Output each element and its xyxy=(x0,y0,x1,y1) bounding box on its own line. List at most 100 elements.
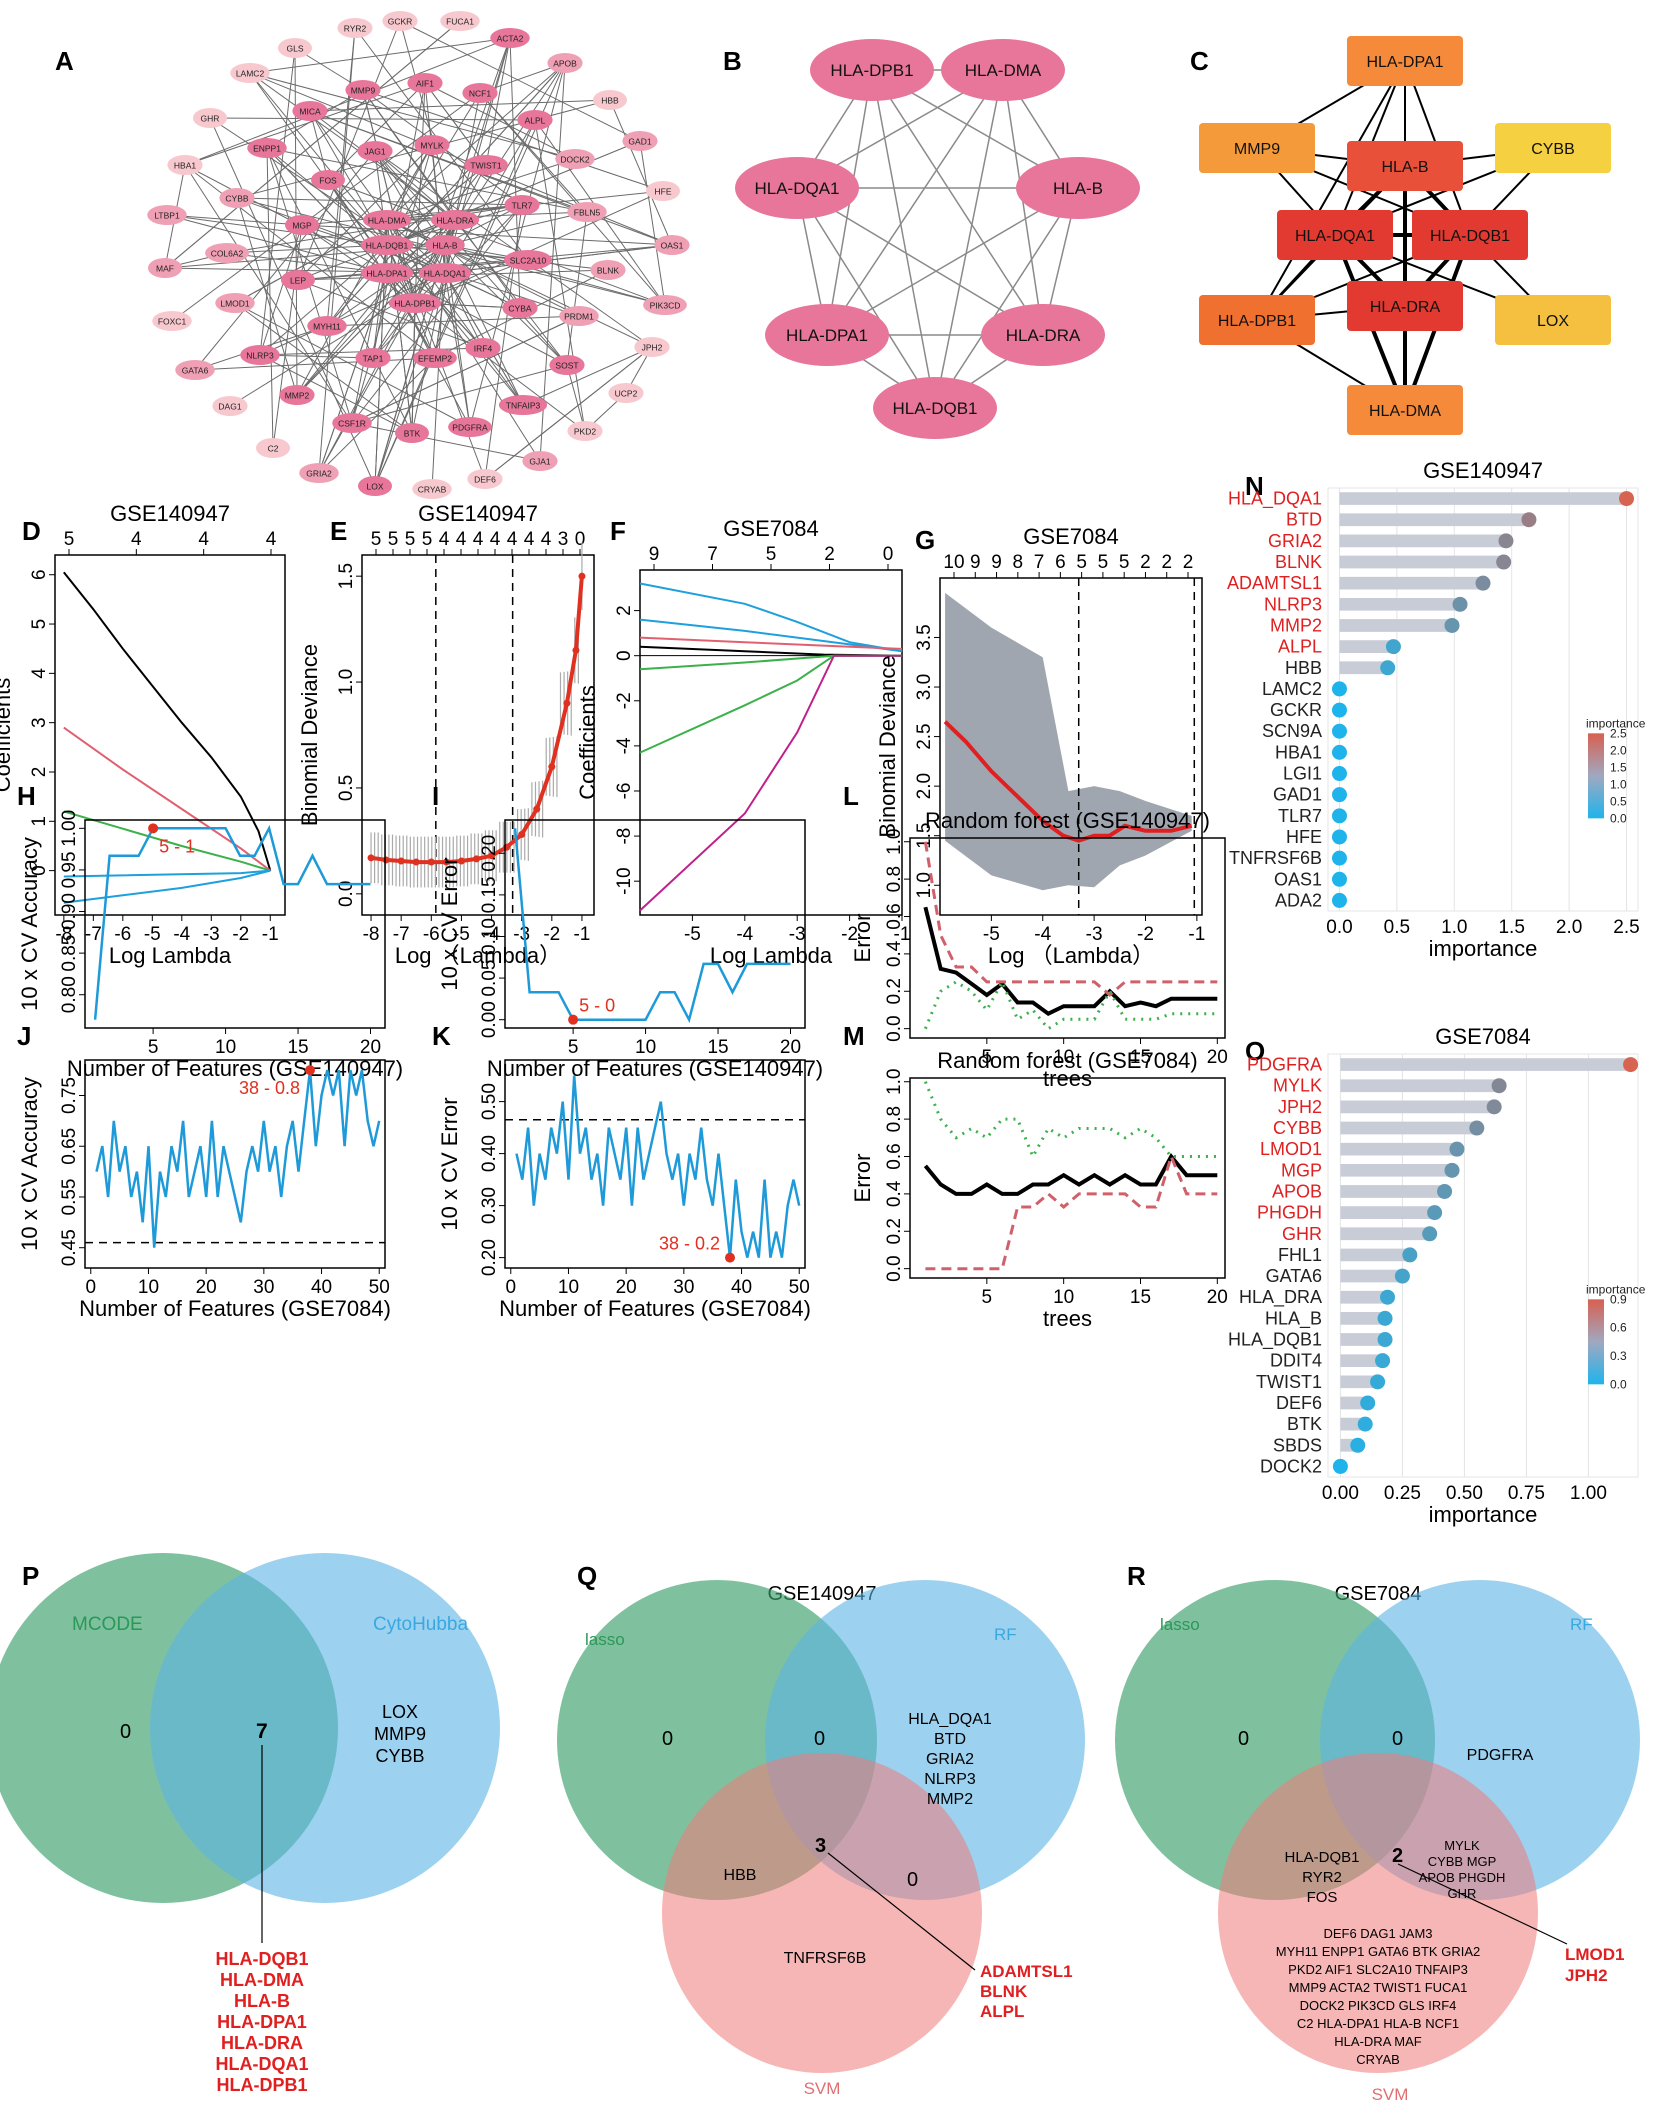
network-node: HLA-DPA1 xyxy=(1347,36,1463,86)
importance-dot xyxy=(1491,1078,1507,1094)
network-node-label: SLC2A10 xyxy=(510,256,547,266)
y-tick-label: 1.5 xyxy=(336,563,357,589)
panel-p-venn: MCODE CytoHubba 0 7 LOX MMP9 CYBB HLA-DQ… xyxy=(0,1553,500,2095)
network-edge xyxy=(934,69,1004,409)
top-tick-label: 5 xyxy=(371,529,382,550)
coef-path xyxy=(63,869,271,904)
importance-dot xyxy=(1331,702,1347,718)
network-node-ellipse xyxy=(1016,157,1140,219)
x-tick-label: -8 xyxy=(55,924,72,945)
gene-label: MYLK xyxy=(1273,1076,1322,1096)
importance-dot xyxy=(1521,512,1537,528)
network-node-label: HLA-B xyxy=(1053,179,1103,198)
network-node-ellipse xyxy=(765,304,889,366)
network-edge xyxy=(318,357,436,474)
network-node-ellipse xyxy=(152,311,192,331)
x-tick-label: 5 xyxy=(982,1287,993,1308)
x-tick-label: 0.25 xyxy=(1384,1483,1421,1504)
network-node-ellipse xyxy=(608,383,644,403)
venn-rf-gene: HLA_DQA1 xyxy=(908,1711,992,1728)
network-node-label: GAD1 xyxy=(628,137,651,147)
network-node: HLA-B xyxy=(1016,157,1140,219)
panel-label-a: A xyxy=(55,46,74,76)
venn-lasso-svm-gene: HLA-DQB1 xyxy=(1284,1849,1359,1866)
top-tick-label: 5 xyxy=(422,529,433,550)
importance-dot xyxy=(1394,1268,1410,1284)
gene-label: NLRP3 xyxy=(1264,594,1322,614)
y-tick-label: -6 xyxy=(614,783,635,800)
network-node-ellipse xyxy=(467,469,503,489)
network-node-label: NCF1 xyxy=(469,89,491,99)
top-tick-label: 0 xyxy=(575,529,586,550)
deviance-curve xyxy=(370,576,584,865)
network-node-box xyxy=(1495,123,1611,173)
network-node-label: HLA-DPB1 xyxy=(1218,313,1296,330)
network-node: C2 xyxy=(256,438,290,458)
gene-label: GAD1 xyxy=(1273,785,1322,805)
callout-line xyxy=(827,1852,976,1971)
venn-svm-gene: MMP9 ACTA2 TWIST1 FUCA1 xyxy=(1289,1980,1468,1995)
y-tick-label: 1.0 xyxy=(884,829,905,855)
network-edge xyxy=(236,197,523,206)
x-tick-label: 10 xyxy=(1053,1287,1074,1308)
y-tick-label: 3 xyxy=(29,717,50,728)
network-node: LTBP1 xyxy=(147,205,187,225)
callout-gene: HLA-DPA1 xyxy=(217,2012,307,2032)
gene-label: BTK xyxy=(1287,1414,1322,1434)
network-node: PKD2 xyxy=(567,421,603,441)
venn-left-label: MCODE xyxy=(72,1614,143,1635)
network-node-label: HLA-DMA xyxy=(965,61,1042,80)
y-tick-label: 0.80 xyxy=(59,976,80,1013)
panel-label-o: O xyxy=(1245,1036,1265,1066)
panel-b-mcode-network: HLA-DPB1 HLA-DMA HLA-DQA1 HLA-B HLA-DPA1 HLA-… xyxy=(735,39,1140,439)
network-node: PIK3CD xyxy=(643,295,687,315)
panel-label-k: K xyxy=(432,1021,451,1051)
network-node-ellipse xyxy=(504,195,540,215)
network-node: EFEMP2 xyxy=(413,348,457,368)
network-node-box xyxy=(1412,210,1528,260)
network-node-label: CYBA xyxy=(508,304,531,314)
y-tick-label: 1.00 xyxy=(59,810,80,847)
network-node: MMP2 xyxy=(279,385,315,405)
network-node-label: TWIST1 xyxy=(470,161,501,171)
network-edge xyxy=(826,187,1079,336)
chart-k: 0 10 20 30 40 50 0.20 0.30 0.40 0.50 Number of Fea… xyxy=(437,1059,811,1321)
x-tick-label: -3 xyxy=(513,924,530,945)
error-curve-class2 xyxy=(924,1081,1218,1160)
y-tick-label: 0.8 xyxy=(884,1106,905,1132)
network-edge xyxy=(454,37,511,221)
x-tick-label: -1 xyxy=(1188,924,1205,945)
callout-gene: JPH2 xyxy=(1565,1966,1608,1985)
best-label: 5 - 1 xyxy=(159,836,195,856)
network-node-ellipse xyxy=(462,83,498,103)
x-tick-label: 10 xyxy=(635,1037,656,1058)
network-edge xyxy=(309,110,329,181)
x-tick-label: 0 xyxy=(505,1277,516,1298)
network-edge xyxy=(374,150,456,221)
best-label: 38 - 0.2 xyxy=(659,1234,720,1254)
y-tick-label: 0.95 xyxy=(59,851,80,888)
network-node-label: ENPP1 xyxy=(253,144,281,154)
venn-svm-circle xyxy=(1218,1753,1538,2073)
top-tick-label: 5 xyxy=(1119,552,1130,573)
x-tick-label: -5 xyxy=(684,924,701,945)
y-axis-label: Binomial Deviance xyxy=(297,644,322,826)
importance-dot xyxy=(1623,1057,1639,1073)
y-tick-label: 0.30 xyxy=(479,1187,500,1224)
plot-frame xyxy=(84,819,386,1029)
network-edge xyxy=(386,140,641,246)
y-tick-label: 0.85 xyxy=(59,935,80,972)
network-edge xyxy=(351,422,541,462)
importance-dot xyxy=(1331,681,1347,697)
x-tick-label: 10 xyxy=(215,1037,236,1058)
network-edge xyxy=(234,219,388,304)
network-node-ellipse xyxy=(654,235,690,255)
network-edge xyxy=(444,272,471,428)
venn-rf-gene: GRIA2 xyxy=(926,1751,974,1768)
network-node-label: MYH11 xyxy=(313,322,341,332)
venn-rf-gene: MMP2 xyxy=(927,1791,973,1808)
network-node: HLA-DMA xyxy=(1347,385,1463,435)
y-tick-label: 0 xyxy=(614,650,635,661)
y-tick-label: 1 xyxy=(29,816,50,827)
